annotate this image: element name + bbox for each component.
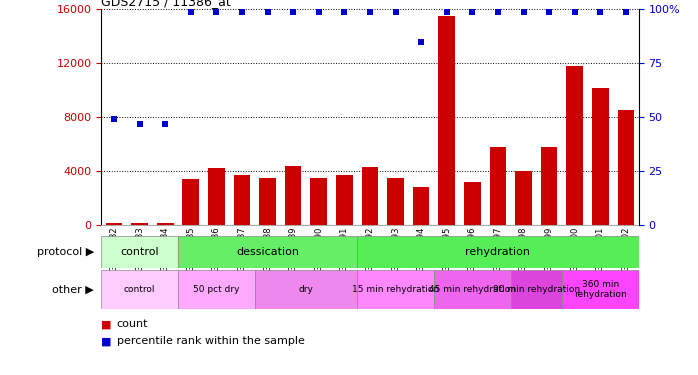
Text: 15 min rehydration: 15 min rehydration (352, 285, 439, 294)
Bar (562, 270, 639, 309)
Bar (259, 178, 276, 225)
Point (108, 116, 119, 122)
Bar (255, 270, 357, 309)
Bar (178, 236, 357, 268)
Point (364, 9, 376, 15)
Point (467, 9, 478, 15)
Bar (357, 270, 434, 309)
Point (160, 121, 171, 127)
Point (313, 9, 325, 15)
Point (518, 9, 529, 15)
Bar (489, 147, 506, 225)
Text: 45 min rehydration: 45 min rehydration (429, 285, 516, 294)
Point (339, 9, 350, 15)
Bar (511, 270, 562, 309)
Point (595, 9, 606, 15)
Bar (592, 87, 609, 225)
Text: dessication: dessication (236, 247, 299, 257)
Bar (362, 167, 378, 225)
Point (262, 9, 273, 15)
Bar (182, 179, 199, 225)
Bar (234, 175, 251, 225)
Text: ■: ■ (101, 320, 112, 329)
Bar (434, 270, 511, 309)
Bar (618, 111, 634, 225)
Bar (387, 178, 404, 225)
Bar (336, 175, 352, 225)
Text: 50 pct dry: 50 pct dry (193, 285, 239, 294)
Point (390, 9, 401, 15)
Text: 360 min
rehydration: 360 min rehydration (574, 280, 627, 299)
Bar (285, 166, 302, 225)
Text: count: count (117, 320, 148, 329)
Point (441, 9, 452, 15)
Bar (413, 187, 429, 225)
Bar (157, 223, 174, 225)
Bar (208, 168, 225, 225)
Bar (464, 182, 481, 225)
Bar (311, 178, 327, 225)
Text: control: control (124, 285, 156, 294)
Point (415, 39, 426, 45)
Bar (178, 270, 255, 309)
Point (569, 9, 580, 15)
Point (621, 9, 632, 15)
Bar (357, 236, 639, 268)
Point (185, 9, 196, 15)
Bar (101, 270, 178, 309)
Point (492, 9, 503, 15)
Text: dry: dry (299, 285, 313, 294)
Bar (105, 224, 122, 225)
Bar (101, 236, 178, 268)
Text: control: control (120, 247, 159, 257)
Text: GDS2715 / 11386_at: GDS2715 / 11386_at (101, 0, 231, 8)
Text: ■: ■ (101, 336, 112, 346)
Point (211, 9, 222, 15)
Bar (438, 16, 455, 225)
Text: 90 min rehydration: 90 min rehydration (493, 285, 580, 294)
Text: rehydration: rehydration (466, 247, 530, 257)
Point (237, 9, 248, 15)
Point (288, 9, 299, 15)
Bar (131, 223, 148, 225)
Bar (566, 66, 583, 225)
Point (134, 121, 145, 127)
Text: other ▶: other ▶ (52, 285, 94, 295)
Text: protocol ▶: protocol ▶ (37, 247, 94, 257)
Bar (541, 147, 558, 225)
Bar (515, 171, 532, 225)
Point (544, 9, 555, 15)
Text: percentile rank within the sample: percentile rank within the sample (117, 336, 304, 346)
